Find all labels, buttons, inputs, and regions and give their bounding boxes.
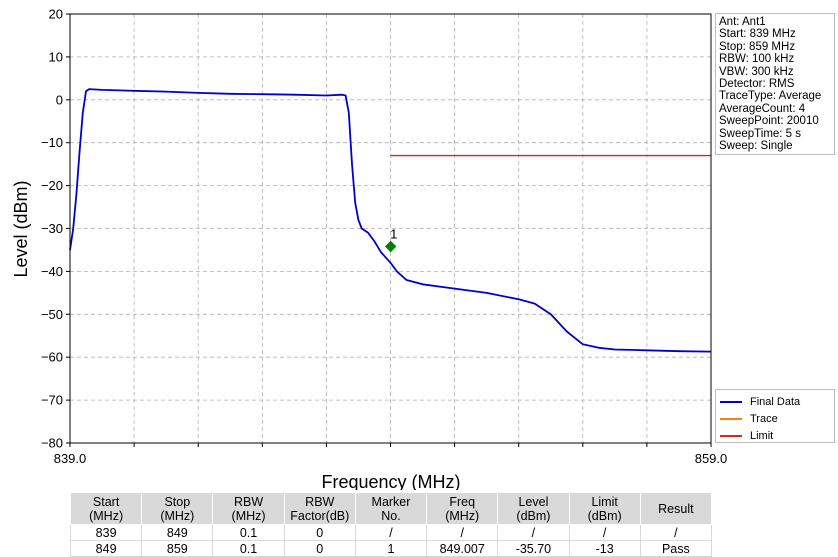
table-header-cell: Start (MHz) bbox=[69, 492, 143, 525]
chart-legend: Final Data Trace Limit bbox=[715, 389, 835, 443]
table-cell: 849 bbox=[69, 540, 143, 557]
y-tick-label: −50 bbox=[41, 307, 63, 322]
table-header-row: Start (MHz) Stop (MHz) RBW (MHz) RBW Factor… bbox=[69, 492, 713, 525]
legend-item: Trace bbox=[720, 410, 830, 427]
legend-swatch bbox=[720, 400, 742, 403]
table-header-cell: Freq (MHz) bbox=[426, 492, 499, 525]
table-cell: -13 bbox=[568, 540, 641, 557]
table-cell: 859 bbox=[141, 540, 214, 557]
info-line: Ant: Ant1 bbox=[719, 16, 766, 28]
table-cell: 0 bbox=[283, 540, 356, 557]
x-tick-label: 859.0 bbox=[695, 451, 728, 466]
marker-point bbox=[385, 240, 397, 253]
marker-layer: 1 bbox=[385, 227, 397, 253]
table-row: 849 859 0.1 0 1 849.007 -35.70 -13 Pass bbox=[69, 540, 713, 557]
y-tick-label: −40 bbox=[41, 264, 63, 279]
legend-item: Final Data bbox=[720, 393, 830, 410]
table-cell: 0.1 bbox=[212, 524, 285, 541]
table-cell: / bbox=[354, 524, 428, 541]
x-axis-ticks: 839.0 859.0 bbox=[54, 443, 728, 466]
table-cell: 1 bbox=[354, 540, 428, 557]
table-header-cell: Limit (dBm) bbox=[568, 492, 641, 525]
legend-swatch bbox=[720, 434, 742, 437]
info-line: VBW: 300 kHz bbox=[719, 65, 794, 78]
table-header-cell: Marker No. bbox=[354, 492, 428, 525]
table-header-cell: Stop (MHz) bbox=[141, 492, 214, 525]
y-tick-label: −60 bbox=[41, 350, 63, 365]
results-table: Start (MHz) Stop (MHz) RBW (MHz) RBW Factor… bbox=[69, 492, 713, 557]
table-cell: Pass bbox=[639, 540, 713, 557]
legend-item: Limit bbox=[720, 427, 830, 444]
marker-label: 1 bbox=[390, 227, 397, 242]
info-line: Start: 839 MHz bbox=[719, 28, 796, 41]
table-cell: / bbox=[497, 524, 570, 541]
table-cell: 849.007 bbox=[426, 540, 499, 557]
info-line: Sweep: Single bbox=[719, 140, 793, 153]
table-header-cell: Level (dBm) bbox=[497, 492, 570, 525]
measurement-settings-box: Ant: Ant1 Start: 839 MHz Stop: 859 MHz RBW:… bbox=[715, 13, 835, 156]
table-cell: / bbox=[426, 524, 499, 541]
table-cell: / bbox=[568, 524, 641, 541]
grid-lines bbox=[70, 14, 711, 443]
table-header-cell: RBW Factor(dB) bbox=[283, 492, 356, 525]
y-tick-label: 20 bbox=[49, 7, 63, 22]
info-line: Detector: RMS bbox=[719, 78, 795, 91]
info-line: RBW: 100 kHz bbox=[719, 53, 795, 66]
y-tick-label: −30 bbox=[41, 221, 63, 236]
info-line: SweepTime: 5 s bbox=[719, 127, 802, 140]
y-axis-ticks: 20 10 0 −10 −20 −30 −40 −50 −60 −70 −80 bbox=[41, 7, 70, 451]
legend-label: Limit bbox=[750, 429, 774, 442]
table-cell: 0.1 bbox=[212, 540, 285, 557]
legend-label: Trace bbox=[750, 412, 778, 425]
y-axis-label: Level (dBm) bbox=[11, 180, 31, 277]
table-cell: 839 bbox=[69, 524, 143, 541]
info-line: TraceType: Average bbox=[719, 90, 822, 103]
legend-swatch bbox=[720, 417, 742, 420]
table-cell: -35.70 bbox=[497, 540, 570, 557]
info-line: AverageCount: 4 bbox=[719, 102, 806, 115]
table-row: 839 849 0.1 0// / / / bbox=[69, 524, 713, 541]
info-line: Stop: 859 MHz bbox=[719, 40, 796, 53]
y-tick-label: −70 bbox=[41, 393, 63, 408]
table-cell: 0 bbox=[283, 524, 356, 541]
series-line-final-data bbox=[69, 88, 712, 353]
table-header-cell: Result bbox=[639, 492, 713, 525]
plot-frame bbox=[69, 13, 712, 444]
y-tick-label: −10 bbox=[41, 135, 63, 150]
x-tick-label: 839.0 bbox=[54, 451, 87, 466]
spectrum-chart: 839.0 859.0 20 10 0 −10 −20 −30 −40 −50 −60 −70 −80… bbox=[11, 7, 728, 491]
table-cell: / bbox=[639, 524, 713, 541]
legend-label: Final Data bbox=[750, 395, 801, 408]
y-tick-label: 0 bbox=[56, 92, 63, 107]
x-axis-label: Frequency (MHz) bbox=[321, 472, 460, 490]
y-tick-label: −20 bbox=[41, 178, 63, 193]
y-tick-label: 10 bbox=[49, 49, 63, 64]
info-line: SweepPoint: 20010 bbox=[719, 115, 819, 128]
table-header-cell: RBW (MHz) bbox=[212, 492, 285, 525]
y-tick-label: −80 bbox=[41, 436, 63, 451]
series-layer bbox=[69, 88, 712, 353]
table-cell: 849 bbox=[141, 524, 214, 541]
